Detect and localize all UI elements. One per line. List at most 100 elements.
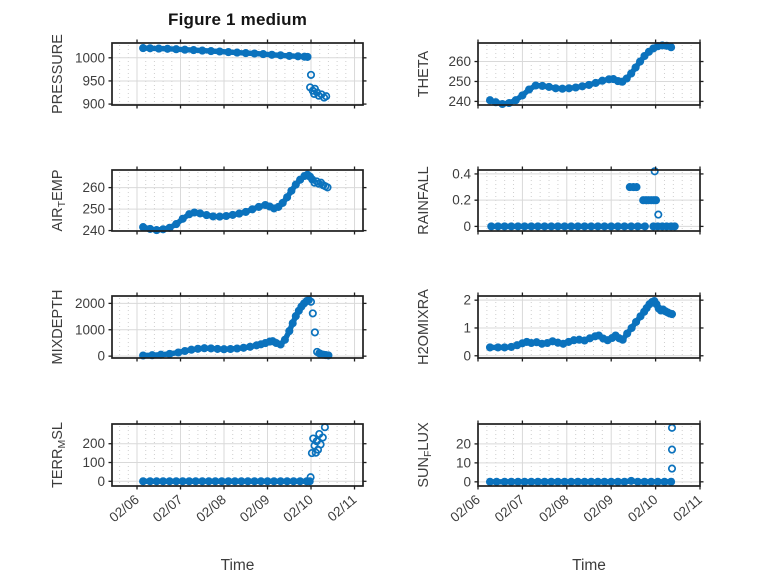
mixdepth-series-collapse (306, 297, 324, 358)
air-temp-major-grid (112, 170, 363, 232)
terr-msl-frame (111, 423, 364, 487)
mixdepth-series-main (139, 295, 313, 360)
sun-flux-series-spike (667, 423, 677, 473)
mixdepth-ytick-label: 1000 (75, 322, 105, 337)
xtick-label-left-5: 02/11 (325, 492, 360, 525)
figure-title: Figure 1 medium (167, 10, 308, 29)
h2omixra-ytick-label: 1 (463, 320, 471, 335)
xtick-label-right-2: 02/08 (536, 492, 572, 525)
terr-msl-ylabel: TERRMSL (50, 422, 68, 488)
pressure-ylabel: PRESSURE (50, 34, 66, 114)
mixdepth-subplot: 0 1000 2000 MIXDEPTH (50, 290, 367, 365)
xtick-label-left-4: 02/10 (280, 492, 316, 525)
sun-flux-frame (477, 423, 701, 487)
xaxis-label-left: Time (221, 557, 255, 574)
rainfall-ytick-label: 0 (463, 219, 471, 234)
h2omixra-ytick-label: 0 (463, 348, 471, 363)
terr-msl-subplot: 0 100 200 TERRMSL 02/06 02/07 02/08 02/09 02/10 0… (50, 420, 367, 574)
mixdepth-tick-marks (108, 292, 367, 362)
air-temp-frame (111, 169, 364, 232)
theta-minor-grid (486, 45, 692, 104)
sun-flux-major-grid (478, 424, 700, 486)
sun-flux-ytick-label: 20 (456, 436, 471, 451)
pressure-ytick-label: 1000 (75, 50, 105, 65)
sun-flux-subplot: 0 10 20 SUNFLUX 02/06 02/07 02/08 02/09 02/10 02/… (416, 420, 705, 574)
sun-flux-minor-grid (486, 426, 692, 485)
pressure-tick-marks (108, 39, 367, 109)
h2omixra-subplot: 0 1 2 H2OMIXRA (416, 289, 704, 365)
terr-msl-ytick-label: 200 (82, 436, 105, 451)
rainfall-tick-marks (474, 166, 704, 235)
xtick-label-right-5: 02/11 (670, 492, 705, 525)
xtick-label-left-2: 02/08 (193, 492, 229, 525)
xtick-label-right-1: 02/07 (492, 492, 528, 525)
rainfall-subplot: 0 0.2 0.4 RAINFALL (416, 166, 704, 235)
rainfall-ytick-label: 0.2 (452, 193, 471, 208)
pressure-series-main (139, 44, 312, 61)
theta-ylabel: THETA (416, 50, 432, 97)
rainfall-major-grid (478, 170, 700, 231)
air-temp-subplot: 240 250 260 AIRTEMP (50, 166, 367, 238)
h2omixra-tick-marks (474, 292, 704, 362)
xtick-label-left-0: 02/06 (106, 492, 142, 525)
h2omixra-ytick-label: 2 (463, 293, 471, 308)
h2omixra-frame (477, 295, 701, 359)
xtick-label-right-4: 02/10 (625, 492, 661, 525)
theta-ytick-label: 240 (448, 94, 471, 109)
theta-ytick-label: 260 (448, 54, 471, 69)
pressure-ytick-label: 950 (82, 73, 105, 88)
terr-msl-series-spike (306, 423, 329, 482)
sun-flux-ytick-label: 0 (463, 474, 471, 489)
sun-flux-ylabel: SUNFLUX (416, 422, 434, 488)
air-temp-ylabel: AIRTEMP (50, 169, 68, 231)
xtick-label-left-1: 02/07 (150, 492, 186, 525)
air-temp-ytick-label: 240 (82, 223, 105, 238)
terr-msl-major-grid (112, 424, 363, 486)
xtick-label-right-3: 02/09 (581, 492, 617, 525)
sun-flux-tick-marks (474, 420, 704, 490)
theta-series-main (485, 41, 676, 109)
h2omixra-ylabel: H2OMIXRA (416, 289, 432, 365)
xaxis-label-right: Time (572, 557, 606, 574)
air-temp-series-tail (310, 177, 332, 192)
pressure-series-outliers (306, 70, 331, 102)
h2omixra-major-grid (478, 296, 700, 358)
rainfall-series-zero-a (487, 222, 649, 231)
rainfall-series-cluster-02 (639, 196, 661, 205)
terr-msl-tick-marks (108, 420, 367, 490)
pressure-subplot: 900 950 1000 PRESSURE (50, 34, 367, 114)
sun-flux-series-zero (485, 476, 676, 486)
xtick-label-left-3: 02/09 (237, 492, 273, 525)
air-temp-ytick-label: 250 (82, 202, 105, 217)
theta-frame (477, 42, 701, 106)
terr-msl-ytick-label: 100 (82, 455, 105, 470)
rainfall-minor-grid (486, 172, 692, 230)
air-temp-series-main (139, 170, 317, 235)
xtick-label-right-0: 02/06 (447, 492, 483, 525)
mixdepth-ylabel: MIXDEPTH (50, 290, 66, 365)
theta-subplot: 240 250 260 THETA (416, 39, 704, 109)
theta-ytick-label: 250 (448, 74, 471, 89)
pressure-frame (111, 42, 364, 106)
h2omixra-series-main (485, 296, 677, 352)
terr-msl-ytick-label: 0 (97, 474, 105, 489)
mixdepth-ytick-label: 0 (97, 349, 105, 364)
air-temp-tick-marks (108, 166, 367, 235)
mixdepth-frame (111, 295, 364, 359)
rainfall-series-point-01 (654, 210, 663, 219)
theta-major-grid (478, 43, 700, 105)
terr-msl-series-zero (139, 477, 314, 486)
mixdepth-ytick-label: 2000 (75, 296, 105, 311)
sun-flux-ytick-label: 10 (456, 455, 471, 470)
pressure-ytick-label: 900 (82, 97, 105, 112)
rainfall-series-cluster-03 (625, 183, 641, 192)
rainfall-ytick-label: 0.4 (452, 166, 471, 181)
air-temp-minor-grid (119, 172, 347, 230)
rainfall-series-zero-b (649, 222, 679, 231)
air-temp-ytick-label: 260 (82, 180, 105, 195)
theta-tick-marks (474, 39, 704, 109)
rainfall-ylabel: RAINFALL (416, 166, 432, 235)
rainfall-series-peak-04 (650, 167, 659, 176)
